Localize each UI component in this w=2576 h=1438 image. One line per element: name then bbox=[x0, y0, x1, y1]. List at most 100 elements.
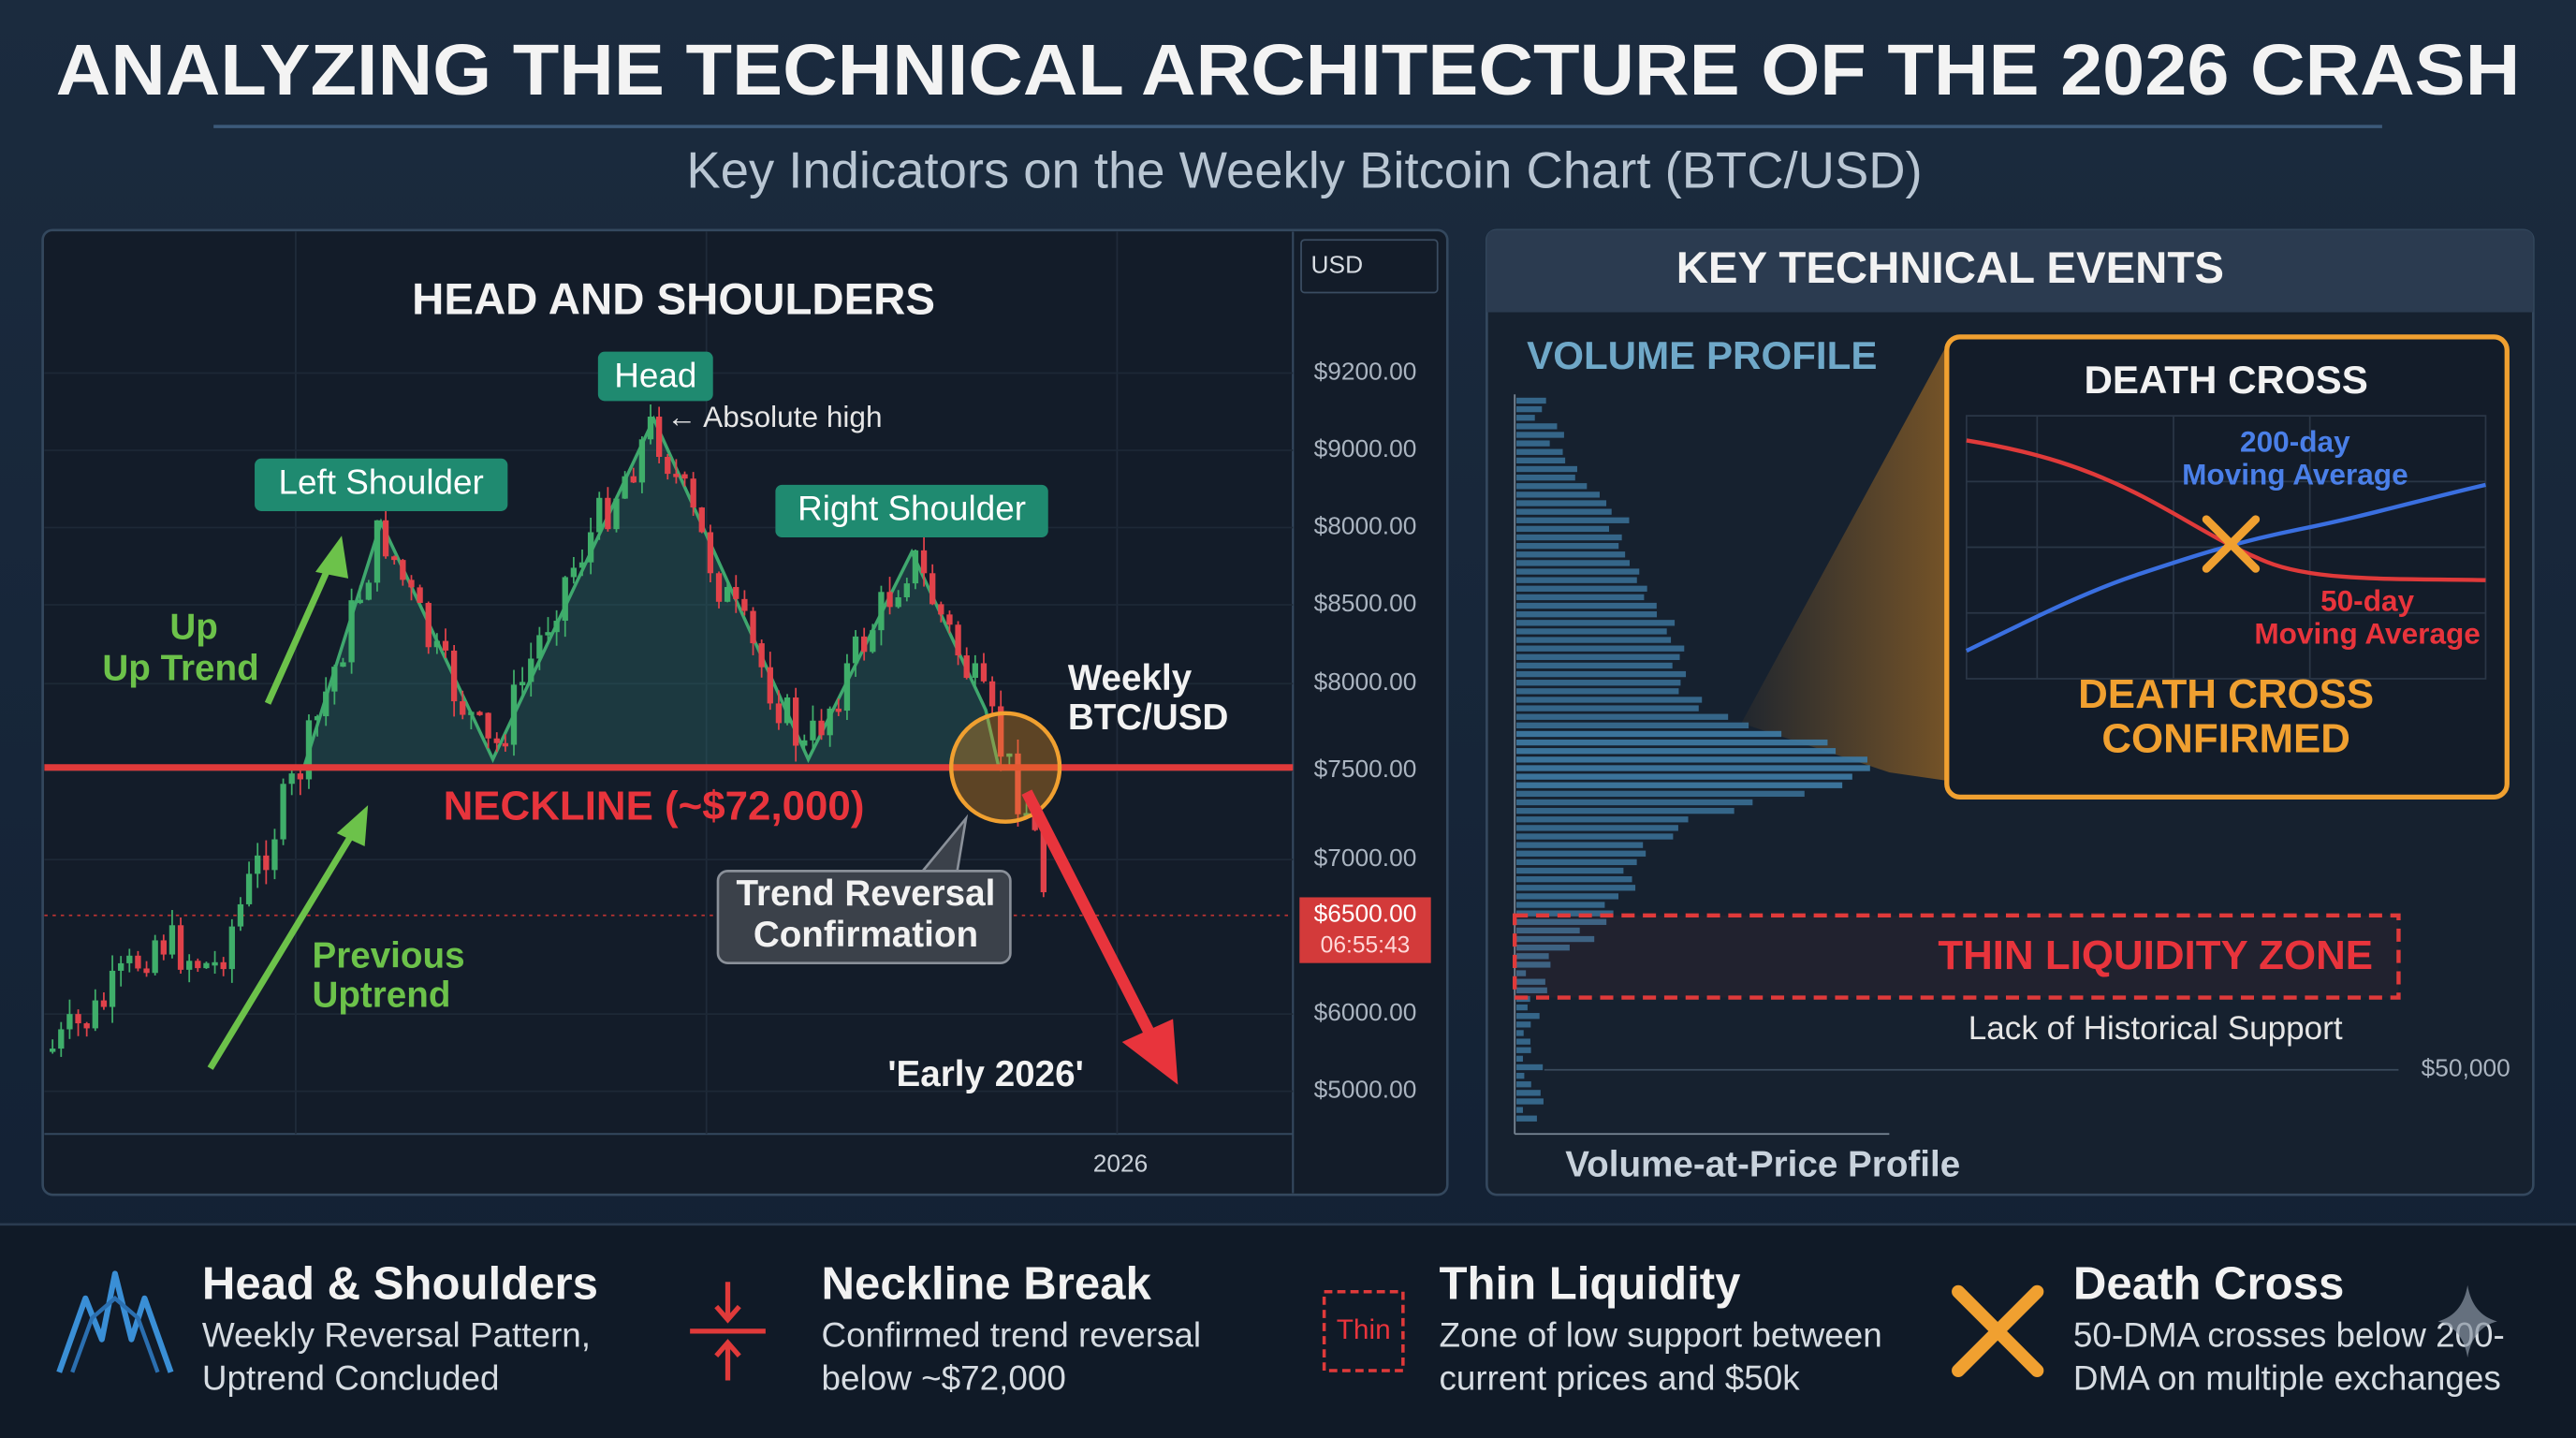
candle-body bbox=[655, 417, 663, 458]
candle-body bbox=[938, 604, 944, 615]
current-price-box bbox=[1299, 897, 1431, 963]
candle-body bbox=[203, 962, 210, 969]
candle-body bbox=[228, 926, 235, 970]
volume-bar bbox=[1515, 867, 1624, 874]
previous-arrow bbox=[207, 832, 355, 1070]
candle-body bbox=[886, 592, 893, 608]
volume-bar bbox=[1515, 500, 1607, 506]
candle-body bbox=[1023, 813, 1030, 816]
volume-bar bbox=[1515, 1055, 1523, 1063]
cross-mark bbox=[2202, 515, 2261, 573]
volume-bar bbox=[1515, 440, 1550, 447]
candle-body bbox=[707, 532, 714, 574]
break-circle bbox=[949, 711, 1062, 824]
thin-icon bbox=[1322, 1290, 1405, 1372]
footer-title: Thin Liquidity bbox=[1439, 1258, 1741, 1309]
callout-text: Trend Reversal bbox=[737, 873, 996, 914]
volume-bar bbox=[1515, 978, 1545, 985]
footer-text: current prices and $50k bbox=[1439, 1358, 1800, 1397]
volume-bar bbox=[1515, 825, 1678, 831]
volume-bar bbox=[1515, 807, 1734, 814]
candle-body bbox=[783, 697, 791, 724]
volume-bar bbox=[1515, 945, 1570, 951]
volume-bar bbox=[1515, 705, 1699, 712]
candle-body bbox=[348, 600, 355, 663]
crash-arrow bbox=[1021, 789, 1161, 1047]
price-label: $8500.00 bbox=[1314, 589, 1417, 617]
candle-body bbox=[400, 560, 406, 580]
head-label: Head bbox=[614, 356, 696, 394]
footer-text: Confirmed trend reversal bbox=[822, 1316, 1202, 1355]
volume-bar bbox=[1515, 927, 1580, 934]
candle-body bbox=[613, 498, 620, 530]
volume-bar bbox=[1515, 585, 1647, 592]
volume-bar bbox=[1515, 1004, 1528, 1011]
series-label: Weekly bbox=[1068, 658, 1193, 698]
volume-bar bbox=[1515, 935, 1595, 943]
volume-bar bbox=[1515, 713, 1729, 720]
candle-body bbox=[1032, 813, 1038, 830]
candle-body bbox=[245, 873, 253, 904]
price-label: $9200.00 bbox=[1314, 357, 1417, 385]
candle-body bbox=[331, 667, 338, 692]
candle-body bbox=[502, 742, 509, 747]
volume-bar bbox=[1515, 423, 1558, 430]
candle-body bbox=[450, 650, 458, 702]
candle-body bbox=[263, 855, 270, 871]
volume-bar bbox=[1515, 1013, 1540, 1020]
candle-body bbox=[878, 592, 885, 631]
footer-text: DMA on multiple exchanges bbox=[2073, 1358, 2501, 1397]
footer-text: 50-DMA crosses below 200- bbox=[2073, 1316, 2505, 1355]
volume-bar bbox=[1515, 1107, 1523, 1113]
panel-title: KEY TECHNICAL EVENTS bbox=[1676, 243, 2224, 293]
candle-body bbox=[946, 614, 953, 625]
label-box bbox=[255, 458, 508, 511]
confirmed-label: DEATH CROSS bbox=[2078, 671, 2374, 717]
volume-bar bbox=[1515, 918, 1607, 925]
volume-bar bbox=[1515, 465, 1577, 473]
candle-body bbox=[382, 520, 389, 557]
level-label: $50,000 bbox=[2422, 1054, 2510, 1082]
candle-body bbox=[365, 582, 373, 600]
candle-body bbox=[417, 587, 423, 604]
candle-body bbox=[963, 655, 970, 679]
candle-body bbox=[75, 1014, 81, 1024]
candle-body bbox=[630, 476, 637, 483]
cross-icon bbox=[1952, 1284, 2044, 1378]
candle-body bbox=[536, 635, 543, 659]
candle-body bbox=[177, 925, 184, 970]
price-label: $9000.00 bbox=[1314, 434, 1417, 462]
thin-zone bbox=[1513, 913, 2401, 1000]
volume-bar bbox=[1515, 568, 1640, 575]
profile-label: Volume-at-Price Profile bbox=[1565, 1145, 1960, 1185]
candle-body bbox=[545, 632, 551, 636]
sparkle bbox=[2437, 1284, 2497, 1357]
zone-label: THIN LIQUIDITY ZONE bbox=[1938, 932, 2373, 978]
footer-text: below ~$72,000 bbox=[822, 1358, 1066, 1397]
death-cross-box bbox=[1944, 334, 2510, 800]
volume-bar bbox=[1515, 765, 1870, 771]
volume-bar bbox=[1515, 902, 1605, 908]
volume-bar bbox=[1515, 1098, 1544, 1105]
candle-body bbox=[288, 773, 295, 785]
candle-body bbox=[647, 417, 654, 440]
candle-body bbox=[605, 497, 611, 530]
volume-bar bbox=[1515, 602, 1657, 609]
candle-body bbox=[998, 706, 1004, 757]
volume-bar bbox=[1515, 970, 1527, 976]
candle-body bbox=[143, 968, 150, 974]
candle-body bbox=[793, 697, 799, 746]
label-box bbox=[597, 351, 713, 402]
candle-body bbox=[553, 621, 560, 633]
candle-body bbox=[715, 573, 723, 602]
candle-body bbox=[690, 478, 696, 508]
candle-body bbox=[168, 925, 176, 955]
neckline-label: NECKLINE (~$72,000) bbox=[444, 783, 865, 829]
candle-body bbox=[801, 740, 808, 746]
candle-body bbox=[528, 658, 534, 682]
death-cross-title: DEATH CROSS bbox=[2084, 358, 2367, 402]
volume-bar bbox=[1515, 1021, 1531, 1028]
previous-arrow-head bbox=[336, 805, 369, 847]
candle-body bbox=[297, 773, 303, 780]
